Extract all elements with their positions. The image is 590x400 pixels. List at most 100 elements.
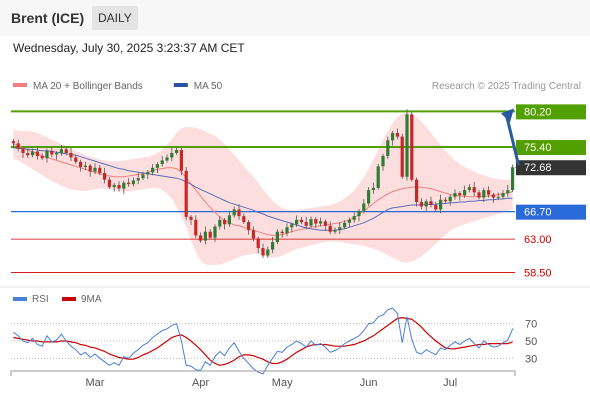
candle	[26, 152, 30, 156]
candle	[261, 248, 265, 256]
candle	[223, 219, 227, 225]
candle	[45, 150, 49, 159]
legend-swatch-1	[173, 83, 188, 87]
candle	[131, 180, 135, 185]
candle	[309, 219, 313, 226]
candle	[179, 150, 183, 171]
candle	[21, 148, 25, 153]
x-tick-label-0: Mar	[86, 377, 105, 389]
candle	[280, 231, 284, 234]
candle	[472, 187, 476, 193]
candle	[328, 225, 332, 232]
instrument-title: Brent (ICE)	[11, 10, 85, 26]
candle	[155, 164, 159, 168]
candle	[333, 230, 337, 232]
candle	[107, 179, 111, 188]
rsi-ma9-line	[13, 316, 513, 366]
candle	[299, 219, 303, 223]
x-tick-label-1: Apr	[192, 377, 209, 389]
level-tag-1	[516, 140, 586, 156]
rsi-legend-swatch-1	[62, 297, 76, 301]
level-tag-0	[516, 104, 586, 120]
candle	[112, 184, 116, 188]
candle	[371, 187, 375, 191]
candle	[275, 231, 279, 243]
candle	[458, 193, 462, 196]
candles	[11, 109, 515, 259]
candle	[208, 231, 212, 238]
candle	[141, 174, 145, 179]
forecast-arrow	[505, 117, 521, 166]
chart-credit: Research © 2025 Trading Central	[432, 81, 581, 92]
candle	[319, 221, 323, 224]
candle	[11, 141, 15, 144]
candle	[59, 149, 63, 153]
candle	[136, 178, 140, 181]
candle	[35, 151, 39, 156]
level-label-4: 63.00	[524, 234, 552, 246]
candle	[343, 222, 347, 228]
candle	[271, 242, 275, 250]
candle	[251, 230, 255, 239]
candle	[146, 172, 150, 175]
rsi-legend: RSI 9MA	[13, 294, 102, 305]
candle	[40, 155, 44, 159]
candle	[189, 216, 193, 220]
candle	[69, 152, 73, 158]
price-legend: MA 20 + Bollinger Bands MA 50	[13, 81, 223, 92]
candle	[314, 219, 318, 224]
ma20-line	[13, 143, 513, 236]
candle	[367, 190, 371, 204]
candle	[295, 219, 299, 225]
candle	[506, 190, 510, 194]
level-tag-3	[516, 204, 586, 220]
rsi-legend-swatch-0	[13, 297, 27, 301]
candle	[443, 199, 447, 202]
x-tick-label-3: Jun	[360, 377, 378, 389]
interval-badge[interactable]: DAILY	[92, 6, 138, 30]
rsi-tick-0: 70	[525, 319, 537, 331]
candle	[237, 209, 241, 217]
candle	[16, 143, 20, 149]
level-label-1: 75.40	[524, 142, 552, 154]
candle	[55, 152, 59, 155]
candle	[103, 173, 107, 180]
chart-timestamp: Wednesday, July 30, 2025 3:23:37 AM CET	[13, 41, 245, 55]
candle	[213, 226, 217, 238]
candle	[285, 227, 289, 234]
candle	[256, 238, 260, 249]
candle	[410, 114, 414, 180]
bollinger-band-area	[13, 112, 513, 266]
rsi-legend-label-0: RSI	[32, 294, 49, 305]
candle	[477, 192, 481, 198]
level-label-3: 66.70	[524, 207, 552, 219]
candle	[83, 165, 87, 168]
candle	[74, 157, 78, 162]
candle	[448, 196, 452, 202]
legend-label-0: MA 20 + Bollinger Bands	[33, 81, 143, 92]
candle	[88, 165, 92, 172]
candle	[227, 215, 231, 225]
candle	[419, 202, 423, 207]
candle	[347, 219, 351, 223]
rsi-line	[13, 307, 514, 375]
candle	[151, 167, 155, 173]
candle	[127, 182, 131, 185]
candle	[117, 184, 121, 189]
candle	[395, 132, 399, 137]
candle	[194, 219, 198, 236]
candle	[487, 190, 491, 195]
level-label-5: 58.50	[524, 268, 552, 280]
candle	[184, 170, 188, 217]
candle	[400, 136, 404, 177]
candle	[242, 216, 246, 223]
candle	[357, 210, 361, 217]
x-tick-label-2: May	[272, 377, 293, 389]
candle	[199, 235, 203, 241]
price-chart: MA 20 + Bollinger Bands MA 50 Research © 2…	[0, 81, 590, 288]
candle	[79, 161, 83, 168]
candle	[93, 167, 97, 172]
candle	[98, 167, 102, 174]
candle	[50, 150, 54, 155]
candle	[64, 149, 68, 153]
